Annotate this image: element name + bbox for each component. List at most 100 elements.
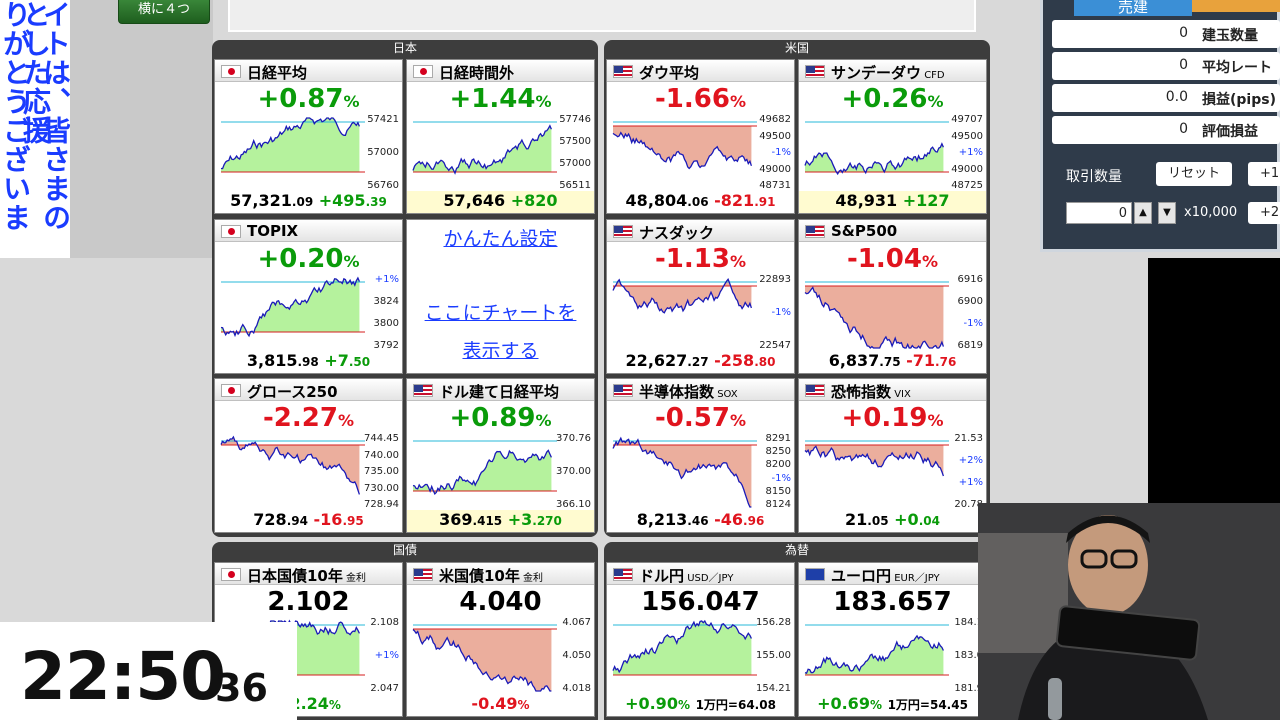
tile-name: 日経時間外 bbox=[439, 64, 515, 82]
tile-nikkei-usd[interactable]: ドル建て日経平均 +0.89% 370.76 370.00 366.10 369.415 … bbox=[406, 378, 595, 533]
chart-y-tick: +1% bbox=[958, 147, 983, 158]
tile-sunday-dow[interactable]: サンデーダウ CFD +0.26% 49707 49500 +1% 49000 48725 4… bbox=[798, 59, 987, 214]
chart-y-tick: 181.9 bbox=[954, 683, 983, 694]
tile-footer: 57,321.09 +495.39 bbox=[215, 191, 402, 213]
tile-name: 日経平均 bbox=[247, 64, 308, 82]
chart-fill bbox=[805, 635, 944, 675]
section-title-bonds: 国債 bbox=[392, 543, 417, 557]
qty-up-button[interactable]: ▲ bbox=[1134, 202, 1152, 224]
chart-fill bbox=[221, 437, 360, 495]
pnl-row: 0 評価損益 bbox=[1052, 116, 1280, 144]
tile-price: 3,815.98 bbox=[246, 351, 319, 370]
position-qty-row: 0 建玉数量 bbox=[1052, 20, 1280, 48]
tile-sox[interactable]: 半導体指数 SOX -0.57% 8291 8250 8200 -1% 8150 8124 8,… bbox=[606, 378, 795, 533]
tile-topix[interactable]: TOPIX +0.20% +1% 3824 3800 3792 3,815.98 +7.50 bbox=[214, 219, 403, 374]
chart-y-tick: 57000 bbox=[559, 158, 591, 169]
chart-y-tick: 21.53 bbox=[954, 433, 983, 444]
tile-chart bbox=[612, 619, 757, 676]
chart-fill bbox=[613, 126, 752, 169]
tile-name: S&P500 bbox=[831, 222, 898, 240]
chart-y-tick: 3800 bbox=[373, 318, 399, 329]
tile-price: +0.69% bbox=[817, 694, 882, 713]
chart-y-tick: 57746 bbox=[559, 114, 591, 125]
tile-header: ナスダック bbox=[607, 220, 794, 242]
tile-chart bbox=[612, 436, 757, 508]
qty-down-button[interactable]: ▼ bbox=[1158, 202, 1176, 224]
chart-y-tick: +1% bbox=[374, 650, 399, 661]
webcam-person-illustration bbox=[978, 503, 1280, 720]
tile-footer: 22,627.27 -258.80 bbox=[607, 351, 794, 373]
jp-flag-icon bbox=[221, 225, 241, 238]
plus-two-button[interactable]: +2 bbox=[1248, 202, 1280, 224]
tile-percent: +1.44% bbox=[449, 84, 552, 114]
tile-name: サンデーダウ CFD bbox=[831, 64, 945, 82]
tile-change: -71.76 bbox=[906, 351, 957, 370]
chart-y-tick: 744.45 bbox=[364, 433, 399, 444]
chart-fill bbox=[613, 621, 752, 675]
tile-dow[interactable]: ダウ平均 -1.66% 49682 49500 -1% 49000 48731 48,804.… bbox=[606, 59, 795, 214]
tile-nasdaq[interactable]: ナスダック -1.13% 22893 -1% 22547 22,627.27 -258.8… bbox=[606, 219, 795, 374]
tile-sp500[interactable]: S&P500 -1.04% 6916 6900 -1% 6819 6,837.75 -71.… bbox=[798, 219, 987, 374]
chart-y-tick: 155.00 bbox=[756, 650, 791, 661]
chart-y-tick: 6819 bbox=[957, 340, 983, 351]
unit-label: x10,000 bbox=[1184, 205, 1238, 220]
chart-price-line bbox=[804, 142, 944, 176]
tile-price: 21.05 bbox=[845, 510, 889, 529]
tile-change: +3.270 bbox=[507, 510, 562, 529]
tile-usdjpy[interactable]: ドル円 USD／JPY 156.047 156.28 155.00 154.21 +0.9… bbox=[606, 562, 795, 717]
order-button[interactable] bbox=[1192, 0, 1280, 12]
tile-nikkei[interactable]: 日経平均 +0.87% 57421 57000 56760 57,321.09 +495.… bbox=[214, 59, 403, 214]
tile-percent: +0.87% bbox=[257, 84, 360, 114]
tile-price: 369.415 bbox=[439, 510, 503, 529]
webcam-feed bbox=[978, 503, 1280, 720]
tile-name: 恐怖指数 VIX bbox=[831, 383, 911, 401]
tile-change: 1万円=54.45 bbox=[887, 698, 968, 712]
position-qty-value: 0 bbox=[1179, 25, 1188, 41]
tile-growth250[interactable]: グロース250 -2.27% 744.45 740.00 735.00 730.00 728… bbox=[214, 378, 403, 533]
us-flag-icon bbox=[613, 65, 633, 78]
tile-name: ユーロ円 EUR／JPY bbox=[831, 567, 940, 585]
tile-header: グロース250 bbox=[215, 379, 402, 401]
chart-y-tick: 6916 bbox=[957, 274, 983, 285]
comment-column: りがとうございま bbox=[0, 0, 32, 232]
chart-y-tick: 49000 bbox=[951, 163, 983, 175]
us-flag-icon bbox=[805, 225, 825, 238]
trade-qty-input[interactable]: 0 bbox=[1066, 202, 1132, 224]
chart-price-line bbox=[220, 276, 360, 338]
layout-4-button[interactable]: 横に４つ bbox=[118, 0, 210, 24]
tile-change: +0.04 bbox=[894, 510, 940, 529]
jp-flag-icon bbox=[221, 65, 241, 78]
dark-panel bbox=[1148, 258, 1280, 503]
chart-y-tick: 49500 bbox=[951, 130, 983, 142]
tile-change: 1万円=64.08 bbox=[695, 698, 776, 712]
tile-price: 728.94 bbox=[253, 510, 308, 529]
show-chart-link-line2[interactable]: 表示する bbox=[462, 340, 539, 362]
plus-one-button[interactable]: +1 bbox=[1248, 162, 1280, 186]
sell-button[interactable]: 売建 bbox=[1074, 0, 1192, 16]
tile-ust10[interactable]: 米国債10年 金利 4.040 4.067 4.050 4.018 -0.49% bbox=[406, 562, 595, 717]
tile-chart bbox=[804, 624, 949, 676]
reset-button[interactable]: リセット bbox=[1156, 162, 1232, 186]
chart-fill bbox=[613, 438, 752, 507]
chart-y-tick: +2% bbox=[958, 455, 983, 466]
tile-percent: -1.66% bbox=[655, 84, 746, 114]
tile-header: 日経時間外 bbox=[407, 60, 594, 82]
tile-eurjpy[interactable]: ユーロ円 EUR／JPY 183.657 184.1 183.0 181.9 +0.69%… bbox=[798, 562, 987, 717]
comment-column: イトは、皆さまの bbox=[39, 0, 70, 232]
chart-price-line bbox=[412, 124, 552, 175]
tile-change: -0.49% bbox=[471, 694, 530, 713]
settings-tile[interactable]: かんたん設定 ここにチャートを 表示する bbox=[406, 219, 595, 374]
tile-subname: SOX bbox=[714, 389, 738, 400]
chart-price-line bbox=[612, 619, 752, 674]
chart-fill bbox=[221, 118, 360, 172]
us-flag-icon bbox=[805, 384, 825, 397]
tile-subname: USD／JPY bbox=[684, 573, 734, 584]
chart-y-tick: 22547 bbox=[759, 340, 791, 351]
clock-hours-minutes: 22:50 bbox=[20, 638, 226, 715]
tile-footer: 6,837.75 -71.76 bbox=[799, 351, 986, 373]
tile-vix[interactable]: 恐怖指数 VIX +0.19% 21.53 +2% +1% 20.78 21.05 +0.0… bbox=[798, 378, 987, 533]
tile-nikkei-night[interactable]: 日経時間外 +1.44% 57746 57500 57000 56511 57,646 +8… bbox=[406, 59, 595, 214]
easy-setup-link[interactable]: かんたん設定 bbox=[443, 228, 558, 250]
show-chart-link-line1[interactable]: ここにチャートを bbox=[424, 302, 577, 324]
chart-y-tick: 4.018 bbox=[562, 683, 591, 694]
